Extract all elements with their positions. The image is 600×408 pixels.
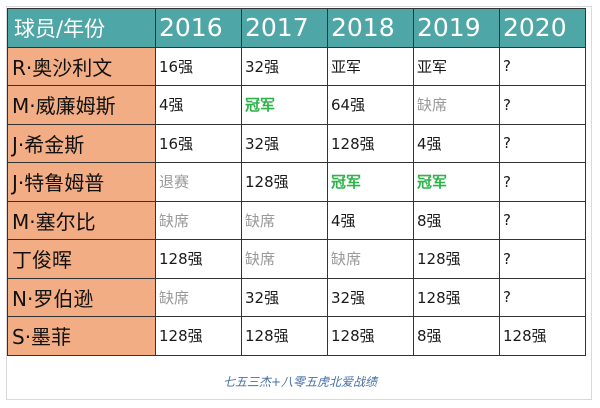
- result-cell: 缺席: [155, 277, 242, 317]
- result-cell: 缺席: [413, 85, 500, 125]
- result-cell: 冠军: [327, 162, 414, 202]
- table-row: M·塞尔比 缺席 缺席 4强 8强?: [7, 200, 586, 240]
- player-name: J·特鲁姆普: [7, 162, 156, 202]
- result-cell: ?: [499, 277, 586, 317]
- result-cell: 缺席: [155, 200, 242, 240]
- result-cell: 亚军: [327, 46, 414, 86]
- result-cell: 16强: [155, 46, 242, 86]
- player-name: M·威廉姆斯: [7, 85, 156, 125]
- result-cell: 4强: [155, 85, 242, 125]
- table-row: R·奥沙利文 16强 32强 亚军 亚军?: [7, 46, 586, 86]
- result-cell: 冠军: [241, 85, 328, 125]
- table-row: J·特鲁姆普 退赛 128强 冠军 冠军?: [7, 162, 586, 202]
- result-cell: 16强: [155, 123, 242, 163]
- result-cell: 32强: [241, 46, 328, 86]
- result-cell: 32强: [241, 277, 328, 317]
- result-cell: ?: [499, 239, 586, 279]
- result-cell: 128强: [241, 162, 328, 202]
- result-cell: 128强: [155, 316, 242, 356]
- result-cell: 缺席: [241, 239, 328, 279]
- result-cell: 128强: [327, 316, 414, 356]
- result-cell: ?: [499, 200, 586, 240]
- result-cell: 缺席: [241, 200, 328, 240]
- result-cell: 8强: [413, 316, 500, 356]
- result-cell: 32强: [241, 123, 328, 163]
- result-cell: 亚军: [413, 46, 500, 86]
- player-name: J·希金斯: [7, 123, 156, 163]
- result-cell: 退赛: [155, 162, 242, 202]
- year-header: 2016: [155, 8, 242, 48]
- result-cell: 冠军: [413, 162, 500, 202]
- corner-header: 球员/年份: [7, 8, 156, 48]
- result-cell: 64强: [327, 85, 414, 125]
- table-row: 丁俊晖 128强 缺席 缺席 128强?: [7, 239, 586, 279]
- results-table: 球员/年份 2016 2017 2018 2019 2020 R·奥沙利文 16强…: [7, 8, 586, 356]
- table-row: N·罗伯逊 缺席 32强 32强 128强?: [7, 277, 586, 317]
- result-cell: 128强: [327, 123, 414, 163]
- result-cell: 4强: [413, 123, 500, 163]
- result-cell: ?: [499, 85, 586, 125]
- result-cell: 128强: [413, 239, 500, 279]
- result-cell: 128强: [241, 316, 328, 356]
- result-cell: 128强: [155, 239, 242, 279]
- player-name: 丁俊晖: [7, 239, 156, 279]
- player-name: R·奥沙利文: [7, 46, 156, 86]
- result-cell: ?: [499, 123, 586, 163]
- player-name: M·塞尔比: [7, 200, 156, 240]
- table-row: J·希金斯 16强 32强 128强 4强?: [7, 123, 586, 163]
- year-header: 2018: [327, 8, 414, 48]
- result-cell: 8强: [413, 200, 500, 240]
- result-cell: 缺席: [327, 239, 414, 279]
- year-header: 2020: [499, 8, 586, 48]
- table-row: M·威廉姆斯 4强 冠军 64强 缺席?: [7, 85, 586, 125]
- header-row: 球员/年份 2016 2017 2018 2019 2020: [7, 8, 586, 48]
- year-header: 2019: [413, 8, 500, 48]
- caption: 七五三杰+八零五虎北爱战绩: [222, 375, 378, 389]
- result-cell: 128强: [413, 277, 500, 317]
- table-body: R·奥沙利文 16强 32强 亚军 亚军? M·威廉姆斯 4强 冠军 64强 缺席? J·希金斯 16…: [7, 46, 586, 356]
- table-row: S·墨菲 128强 128强 128强 8强 128强: [7, 316, 586, 356]
- result-cell: 128强: [499, 316, 586, 356]
- result-cell: ?: [499, 46, 586, 86]
- result-cell: 32强: [327, 277, 414, 317]
- year-header: 2017: [241, 8, 328, 48]
- result-cell: 4强: [327, 200, 414, 240]
- player-name: S·墨菲: [7, 316, 156, 356]
- result-cell: ?: [499, 162, 586, 202]
- player-name: N·罗伯逊: [7, 277, 156, 317]
